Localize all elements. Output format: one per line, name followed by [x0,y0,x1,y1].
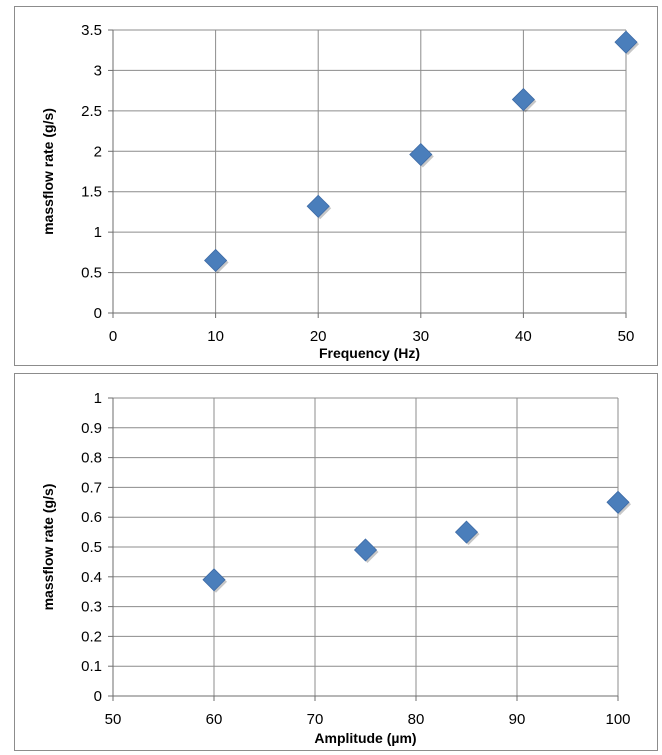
amp-x-tick-label: 100 [605,711,630,728]
amp-x-axis-title: Amplitude (µm) [314,730,416,746]
amp-x-tick-label: 80 [408,711,425,728]
freq-x-tick-label: 10 [207,328,224,345]
amp-y-tick-label: 0.4 [81,569,102,586]
amp-y-tick-label: 0.5 [81,539,102,556]
frequency-chart: 0 0.5 1 1.5 2 2.5 3 3.5 0 10 20 30 40 50 Frequency (Hz… [14,6,658,366]
freq-y-tick-label: 1 [94,224,102,241]
freq-y-tick-label: 0.5 [81,265,102,282]
amp-y-tick-label: 0.9 [81,420,102,437]
amp-data-point [454,520,479,544]
freq-y-tick-label: 1.5 [81,184,102,201]
amp-x-tick-label: 70 [307,711,324,728]
freq-y-tick-label: 3 [94,62,102,79]
amp-y-tick-label: 0.3 [81,599,102,616]
freq-data-point [511,87,535,112]
amplitude-chart-svg: 0 0.1 0.2 0.3 0.4 0.5 0.6 0.7 0.8 0.9 1 50 60 70 80 90 1… [40,390,631,746]
amp-data-point [202,568,226,592]
freq-y-tick-label: 0 [94,305,102,322]
freq-y-tick-label: 2 [94,143,102,160]
freq-y-tick-label: 3.5 [81,22,102,39]
freq-x-tick-label: 30 [412,328,429,345]
amp-y-axis-title: massflow rate (g/s) [40,484,56,611]
freq-data-point [306,194,330,218]
freq-x-tick-label: 20 [310,328,327,345]
freq-data-point [204,248,228,273]
amp-y-tick-label: 1 [94,390,102,407]
amp-y-tick-label: 0.7 [81,479,102,496]
freq-x-axis-title: Frequency (Hz) [319,345,420,361]
amp-data-point [353,538,378,562]
freq-y-tick-label: 2.5 [81,103,102,120]
amplitude-chart: 0 0.1 0.2 0.3 0.4 0.5 0.6 0.7 0.8 0.9 1 50 60 70 80 90 1… [14,373,658,751]
amp-y-tick-label: 0.6 [81,509,102,526]
amp-x-tick-label: 50 [105,711,122,728]
amp-y-tick-label: 0.2 [81,628,102,645]
amp-x-tick-label: 90 [509,711,526,728]
frequency-chart-svg: 0 0.5 1 1.5 2 2.5 3 3.5 0 10 20 30 40 50 Frequency (Hz… [40,22,639,361]
amp-x-tick-label: 60 [206,711,223,728]
amp-y-tick-label: 0 [94,688,102,705]
freq-data-point [409,142,433,167]
amp-data-point [606,490,630,514]
amp-y-tick-label: 0.8 [81,450,102,467]
freq-data-point [614,30,638,54]
amp-y-tick-label: 0.1 [81,658,102,675]
freq-x-tick-label: 50 [618,328,635,345]
freq-x-tick-label: 40 [515,328,532,345]
freq-y-axis-title: massflow rate (g/s) [40,108,56,235]
freq-x-tick-label: 0 [109,328,117,345]
